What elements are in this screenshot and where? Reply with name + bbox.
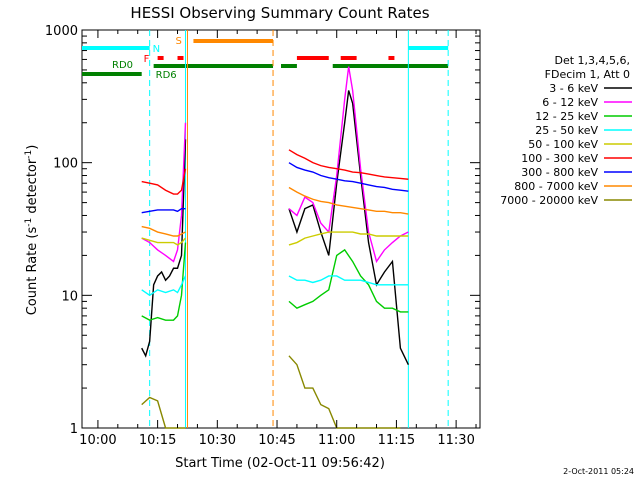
chart-title: HESSI Observing Summary Count Rates <box>130 4 429 22</box>
plot-frame <box>81 29 481 429</box>
legend-entry-label: 300 - 800 keV <box>521 166 598 179</box>
x-tick-label: 11:15 <box>378 433 415 448</box>
flag-label: S <box>175 36 181 47</box>
legend-entry-label: 800 - 7000 keV <box>514 180 598 193</box>
y-tick-label: 10 <box>61 289 78 304</box>
series-line <box>141 66 409 264</box>
flag-label: F <box>144 54 150 65</box>
legend-entry-label: 100 - 300 keV <box>521 152 598 165</box>
ticks-layer: 10:00 10:15 10:30 10:45 11:00 11:15 11:30 1 10 10… <box>45 24 480 448</box>
legend-entry-label: 25 - 50 keV <box>535 124 598 137</box>
flag-label: RD6 <box>156 70 177 81</box>
legend-entry-label: 7000 - 20000 keV <box>500 194 598 207</box>
x-tick-label: 11:00 <box>318 433 355 448</box>
x-tick-label: 11:30 <box>437 433 474 448</box>
y-axis-label: Count Rate (s-1 detector-1) <box>24 145 40 316</box>
y-tick-label: 1 <box>70 422 78 437</box>
series-line <box>141 355 401 429</box>
x-tick-label: 10:45 <box>258 433 295 448</box>
flags-layer: N S F RD0 RD6 <box>82 36 449 81</box>
legend-entry-label: 3 - 6 keV <box>549 82 598 95</box>
series-line <box>141 231 409 246</box>
x-axis-label: Start Time (02-Oct-11 09:56:42) <box>175 456 385 471</box>
legend-header-line: Det 1,3,4,5,6, <box>554 54 630 67</box>
series-line <box>141 90 409 366</box>
series-line <box>141 186 409 237</box>
y-tick-label: 1000 <box>45 24 78 39</box>
legend-entry-label: 6 - 12 keV <box>542 96 598 109</box>
y-tick-label: 100 <box>53 157 78 172</box>
series-line <box>141 162 409 214</box>
legend-entry-label: 12 - 25 keV <box>535 110 598 123</box>
flag-label: N <box>153 44 160 55</box>
footer-timestamp: 2-Oct-2011 05:24 <box>563 467 634 476</box>
series-layer <box>141 66 409 429</box>
vlines-layer <box>149 30 449 428</box>
flag-label: RD0 <box>112 60 133 71</box>
legend: Det 1,3,4,5,6,FDecim 1, Att 03 - 6 keV6 … <box>500 54 632 207</box>
legend-header-line: FDecim 1, Att 0 <box>545 68 630 81</box>
x-tick-label: 10:30 <box>199 433 236 448</box>
x-tick-label: 10:00 <box>79 433 116 448</box>
x-tick-label: 10:15 <box>139 433 176 448</box>
series-line <box>141 149 409 195</box>
legend-entry-label: 50 - 100 keV <box>528 138 598 151</box>
series-line <box>141 242 409 321</box>
series-line <box>141 275 409 297</box>
